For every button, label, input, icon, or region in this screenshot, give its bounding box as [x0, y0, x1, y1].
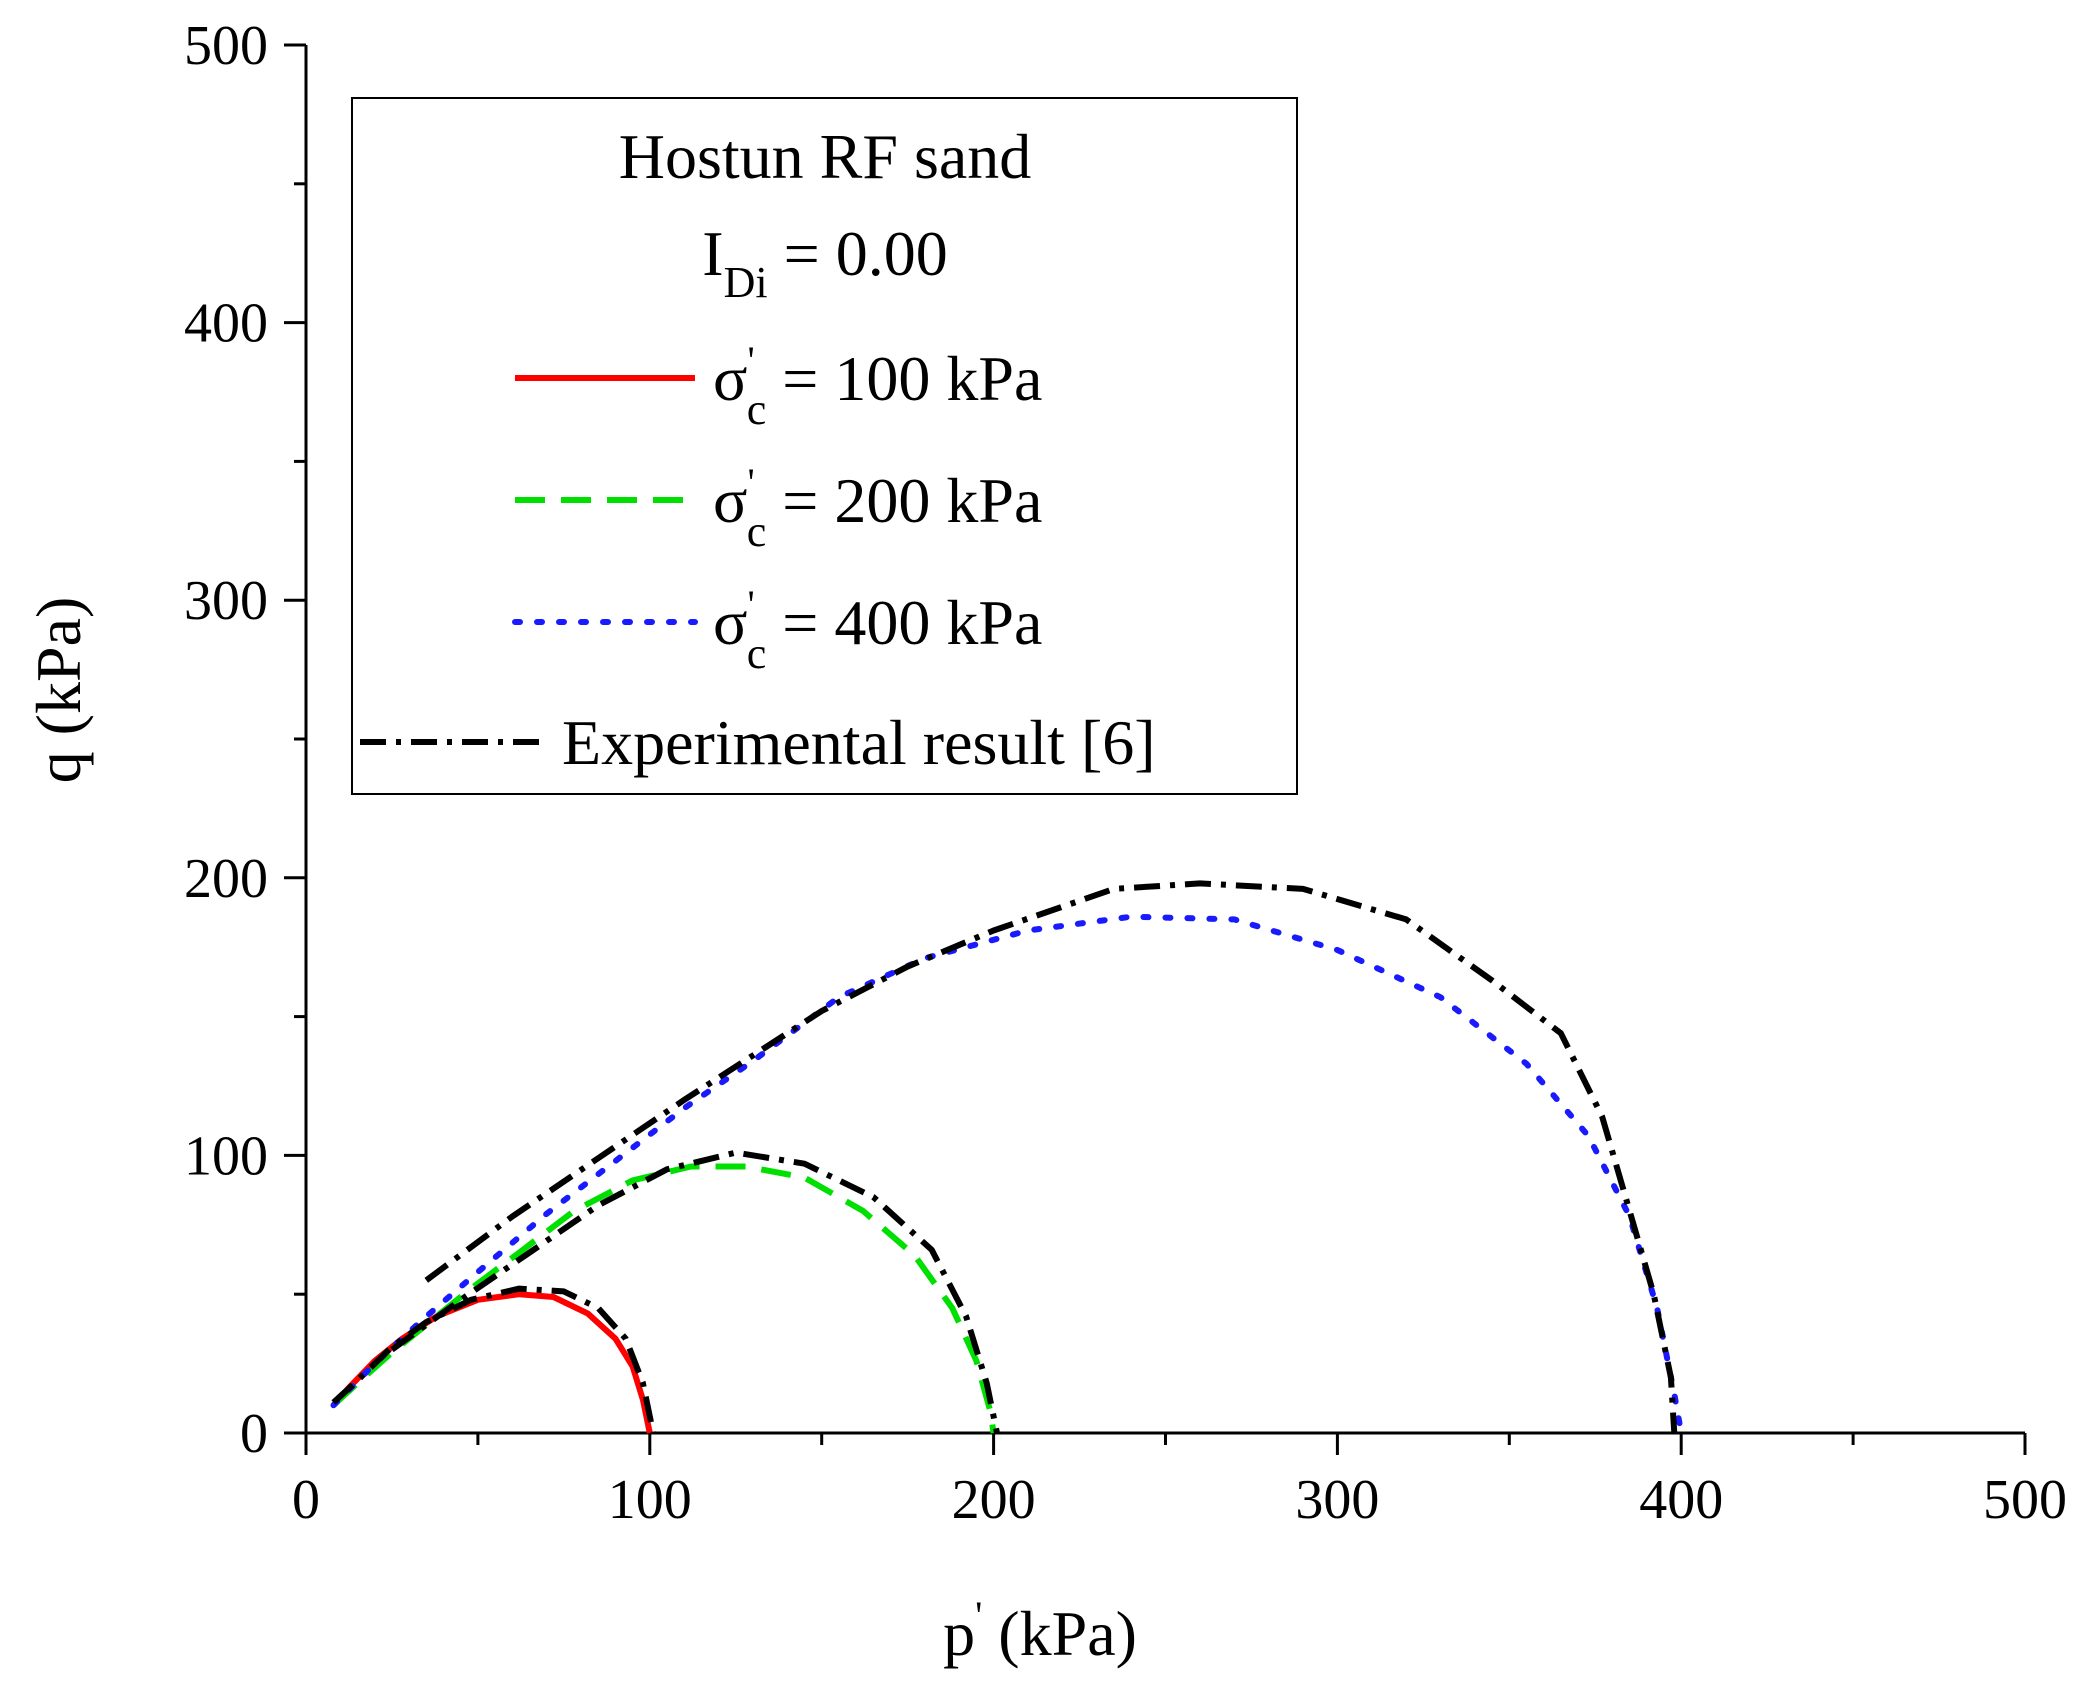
x-tick-label: 500 — [1983, 1469, 2067, 1531]
x-axis-title: p' (kPa) — [943, 1593, 1137, 1669]
series-line-2 — [330, 913, 1685, 1436]
y-tick-label: 300 — [184, 570, 268, 632]
legend-box — [351, 97, 1298, 795]
x-tick-label: 400 — [1639, 1469, 1723, 1531]
legend-subtitle: IDi = 0.00 — [702, 218, 947, 307]
series-line-3 — [331, 1285, 657, 1434]
legend-label-400: σ' c = 400 kPa — [713, 582, 1042, 678]
x-tick-label: 200 — [952, 1469, 1036, 1531]
y-tick-label: 200 — [184, 848, 268, 910]
series-line-5 — [424, 880, 1678, 1434]
x-tick-label: 100 — [608, 1469, 692, 1531]
y-axis-title: q (kPa) — [23, 597, 94, 784]
x-tick-label: 300 — [1295, 1469, 1379, 1531]
series-layer — [330, 880, 1685, 1436]
axes: 0 100 200 300 400 500 0 100 200 300 400 500 — [184, 15, 2067, 1531]
legend-label-100: σ' c = 100 kPa — [713, 338, 1042, 434]
x-tick-label: 0 — [292, 1469, 320, 1531]
series-line-1 — [331, 1163, 997, 1434]
legend-label-200: σ' c = 200 kPa — [713, 460, 1042, 556]
legend-title: Hostun RF sand — [619, 121, 1032, 192]
y-tick-label: 0 — [240, 1403, 268, 1465]
legend-label-experimental: Experimental result [6] — [562, 707, 1156, 778]
series-line-4 — [390, 1149, 1000, 1434]
y-tick-label: 400 — [184, 293, 268, 355]
y-tick-label: 500 — [184, 15, 268, 77]
y-tick-label: 100 — [184, 1125, 268, 1187]
legend: Hostun RF sand IDi = 0.00 σ' c = 100 kPa … — [351, 97, 1298, 795]
